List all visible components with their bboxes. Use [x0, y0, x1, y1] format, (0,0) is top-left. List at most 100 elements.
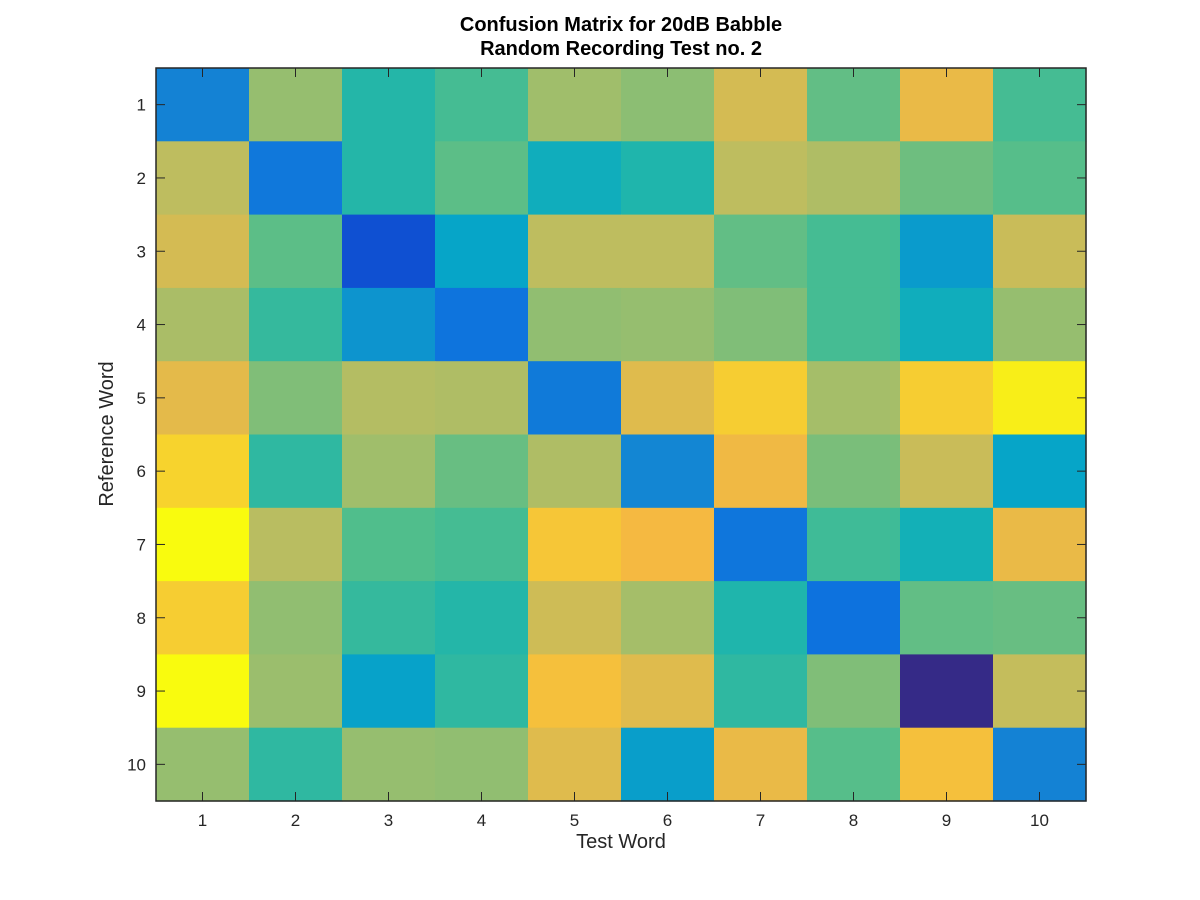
heatmap-cell [156, 287, 250, 362]
heatmap-cell [993, 287, 1087, 362]
heatmap-cell [714, 434, 808, 509]
heatmap-cell [156, 68, 250, 142]
heatmap-cell [900, 654, 994, 729]
heatmap-cell [342, 287, 436, 362]
heatmap-cell [249, 141, 343, 216]
y-tick-label: 5 [137, 389, 146, 408]
heatmap-cell [342, 141, 436, 216]
heatmap-cell [900, 507, 994, 582]
heatmap-cell [156, 581, 250, 655]
heatmap-cell [528, 434, 622, 509]
y-tick-label: 10 [127, 755, 146, 774]
heatmap-cell [528, 287, 622, 362]
heatmap-cell [714, 214, 808, 289]
heatmap-cell [714, 727, 808, 802]
heatmap-cell [156, 654, 250, 729]
heatmap-cell [528, 507, 622, 582]
heatmap-cell [528, 727, 622, 802]
heatmap-cell [435, 727, 529, 802]
heatmap-cell [435, 434, 529, 509]
heatmap-cell [435, 581, 529, 655]
x-tick-label: 8 [849, 811, 858, 830]
heatmap-cell [993, 68, 1087, 142]
heatmap-cell [342, 581, 436, 655]
heatmap-cell [621, 287, 715, 362]
heatmap-cell [993, 141, 1087, 216]
heatmap-cell [342, 214, 436, 289]
heatmap-cell [621, 68, 715, 142]
heatmap-cell [249, 287, 343, 362]
heatmap-cell [993, 581, 1087, 655]
heatmap-cell [249, 654, 343, 729]
heatmap-cell [528, 361, 622, 436]
heatmap-cell [249, 434, 343, 509]
heatmap-cell [807, 434, 901, 509]
heatmap-cell [435, 654, 529, 729]
x-tick-label: 10 [1030, 811, 1049, 830]
heatmap-cell [900, 141, 994, 216]
heatmap-cell [714, 507, 808, 582]
heatmap-cell [900, 727, 994, 802]
y-tick-label: 3 [137, 242, 146, 261]
heatmap-cell [621, 434, 715, 509]
heatmap-cell [993, 214, 1087, 289]
heatmap-cell [249, 68, 343, 142]
heatmap-cell [621, 361, 715, 436]
heatmap-cell [807, 581, 901, 655]
x-axis-label: Test Word [576, 831, 666, 853]
heatmap-cell [435, 68, 529, 142]
heatmap-cell [714, 287, 808, 362]
heatmap-cell [249, 581, 343, 655]
heatmap-cell [993, 434, 1087, 509]
y-tick-label: 9 [137, 682, 146, 701]
heatmap-cell [156, 214, 250, 289]
heatmap-cell [993, 507, 1087, 582]
y-tick-label: 4 [137, 316, 146, 335]
heatmap-cell [528, 214, 622, 289]
heatmap-cell [807, 507, 901, 582]
x-tick-labels: 1 2 3 4 5 6 7 8 9 10 [198, 811, 1049, 830]
heatmap-cell [621, 581, 715, 655]
x-tick-label: 6 [663, 811, 672, 830]
x-tick-label: 2 [291, 811, 300, 830]
heatmap-cell [714, 654, 808, 729]
y-axis-label: Reference Word [96, 361, 118, 506]
heatmap-cell [528, 654, 622, 729]
heatmap-cell [156, 507, 250, 582]
heatmap-cell [993, 361, 1087, 436]
chart-title-line-2: Random Recording Test no. 2 [480, 38, 762, 60]
heatmap-cell [714, 361, 808, 436]
heatmap-cell [342, 654, 436, 729]
heatmap-cell [900, 287, 994, 362]
x-tick-label: 9 [942, 811, 951, 830]
heatmap-cells [156, 68, 1087, 802]
heatmap-cell [342, 68, 436, 142]
heatmap-cell [807, 214, 901, 289]
heatmap-cell [435, 287, 529, 362]
heatmap-cell [993, 654, 1087, 729]
heatmap-cell [156, 141, 250, 216]
heatmap-cell [900, 68, 994, 142]
heatmap-cell [435, 361, 529, 436]
x-tick-label: 4 [477, 811, 486, 830]
heatmap-cell [807, 654, 901, 729]
heatmap-cell [528, 141, 622, 216]
heatmap-cell [807, 68, 901, 142]
heatmap-cell [900, 581, 994, 655]
y-tick-label: 1 [137, 96, 146, 115]
heatmap-cell [807, 361, 901, 436]
y-tick-label: 2 [137, 169, 146, 188]
heatmap-cell [621, 654, 715, 729]
heatmap-cell [900, 361, 994, 436]
heatmap-cell [900, 214, 994, 289]
heatmap-cell [435, 507, 529, 582]
heatmap-cell [342, 434, 436, 509]
heatmap-cell [714, 68, 808, 142]
heatmap-cell [249, 507, 343, 582]
heatmap-cell [249, 361, 343, 436]
heatmap-cell [807, 141, 901, 216]
y-tick-label: 6 [137, 462, 146, 481]
heatmap-cell [528, 581, 622, 655]
axes-frame [155, 67, 1087, 802]
